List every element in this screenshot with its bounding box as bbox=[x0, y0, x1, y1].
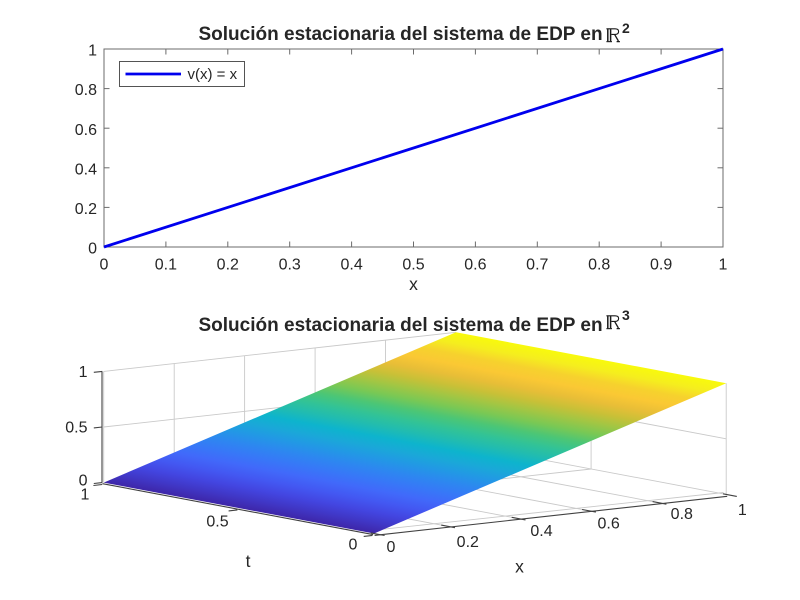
svg-text:0.2: 0.2 bbox=[457, 534, 479, 551]
svg-text:0.8: 0.8 bbox=[75, 82, 97, 99]
svg-text:0: 0 bbox=[79, 472, 88, 489]
svg-text:0.4: 0.4 bbox=[75, 161, 97, 178]
svg-text:0.1: 0.1 bbox=[155, 257, 177, 274]
svg-text:0.6: 0.6 bbox=[75, 122, 97, 139]
svg-text:0: 0 bbox=[349, 537, 358, 554]
svg-text:0.8: 0.8 bbox=[588, 257, 610, 274]
svg-text:0: 0 bbox=[100, 257, 109, 274]
svg-text:0.6: 0.6 bbox=[597, 516, 619, 533]
svg-text:0.3: 0.3 bbox=[279, 257, 301, 274]
svg-text:Solución estacionaria del sist: Solución estacionaria del sistema de EDP… bbox=[199, 315, 603, 336]
svg-text:1: 1 bbox=[88, 43, 97, 60]
svg-text:0: 0 bbox=[88, 241, 97, 258]
svg-text:0.4: 0.4 bbox=[530, 523, 552, 540]
svg-text:0.2: 0.2 bbox=[217, 257, 239, 274]
svg-text:x: x bbox=[515, 557, 524, 577]
svg-text:0.8: 0.8 bbox=[671, 506, 693, 523]
svg-text:t: t bbox=[246, 551, 251, 571]
svg-text:x: x bbox=[409, 274, 418, 294]
svg-text:0.5: 0.5 bbox=[402, 257, 424, 274]
svg-text:0.2: 0.2 bbox=[75, 201, 97, 218]
svg-text:1: 1 bbox=[719, 257, 728, 274]
svg-text:0.6: 0.6 bbox=[464, 257, 486, 274]
svg-text:1: 1 bbox=[79, 364, 88, 381]
svg-text:Solución estacionaria del sist: Solución estacionaria del sistema de EDP… bbox=[199, 24, 603, 45]
svg-text:0.7: 0.7 bbox=[526, 257, 548, 274]
svg-text:0.5: 0.5 bbox=[65, 419, 87, 436]
svg-text:1: 1 bbox=[738, 502, 747, 519]
svg-text:0.4: 0.4 bbox=[340, 257, 362, 274]
svg-text:3: 3 bbox=[622, 307, 630, 323]
svg-text:v(x) = x: v(x) = x bbox=[188, 66, 238, 83]
svg-text:0.5: 0.5 bbox=[206, 513, 228, 530]
svg-text:1: 1 bbox=[81, 487, 90, 504]
svg-text:0.9: 0.9 bbox=[650, 257, 672, 274]
svg-text:0: 0 bbox=[387, 539, 396, 556]
svg-text:2: 2 bbox=[622, 20, 630, 36]
